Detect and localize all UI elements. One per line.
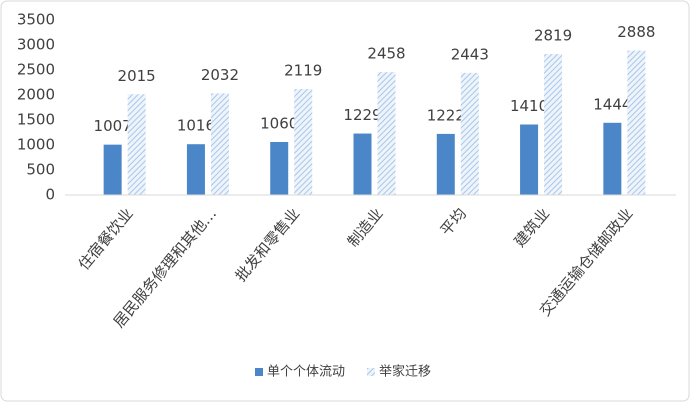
bar (520, 124, 539, 195)
data-label: 2119 (284, 62, 322, 80)
bar (627, 50, 646, 195)
y-tick-label: 500 (26, 161, 55, 179)
data-label: 1222 (427, 106, 465, 124)
legend-swatch (255, 368, 263, 376)
y-tick-label: 1000 (17, 136, 55, 154)
bar (544, 54, 563, 195)
data-label: 2888 (617, 23, 655, 41)
legend-swatch (367, 368, 376, 376)
bar (603, 122, 622, 195)
data-label: 1016 (177, 117, 215, 135)
y-tick-label: 0 (45, 186, 55, 204)
y-tick-label: 2000 (17, 86, 55, 104)
bar (460, 72, 479, 195)
bar (127, 94, 146, 195)
data-label: 2458 (367, 45, 405, 63)
bar (186, 144, 205, 195)
y-tick-label: 3500 (17, 11, 55, 29)
data-label: 1410 (510, 97, 548, 115)
data-label: 1444 (593, 95, 631, 113)
bar (103, 144, 122, 195)
bar (270, 142, 289, 195)
data-label: 2819 (534, 27, 572, 45)
data-label: 2015 (118, 67, 156, 85)
bar (353, 133, 372, 195)
data-label: 1060 (260, 115, 298, 133)
legend-label: 单个个体流动 (267, 365, 345, 380)
bar (294, 89, 313, 195)
data-label: 1007 (94, 117, 132, 135)
bar (210, 93, 229, 195)
y-tick-label: 3000 (17, 36, 55, 54)
data-label: 2032 (201, 66, 239, 84)
bar (436, 133, 455, 195)
y-tick-label: 2500 (17, 61, 55, 79)
data-label: 2443 (451, 45, 489, 63)
data-label: 1229 (343, 106, 381, 124)
y-tick-label: 1500 (17, 111, 55, 129)
bar (377, 72, 396, 195)
legend-label: 举家迁移 (379, 364, 431, 380)
